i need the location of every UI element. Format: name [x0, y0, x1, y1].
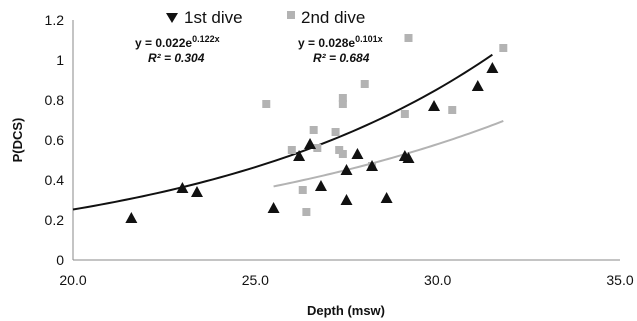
r2-1st-dive: R² = 0.304	[148, 51, 205, 65]
data-point-1st-dive	[471, 80, 484, 91]
data-point-1st-dive	[190, 186, 203, 197]
trendline-1st-dive	[72, 53, 493, 211]
x-tick-label: 20.0	[59, 272, 86, 288]
data-point-2nd-dive	[338, 94, 347, 102]
y-axis-title: P(DCS)	[10, 118, 25, 163]
equation-2nd-dive-exponent: 0.101x	[355, 34, 383, 44]
data-point-1st-dive	[366, 160, 379, 171]
y-tick-label: 1	[56, 52, 64, 68]
y-axis-ticks: 0 0.2 0.4 0.6 0.8 1 1.2	[45, 12, 65, 268]
x-tick-label: 25.0	[242, 272, 269, 288]
data-point-1st-dive	[486, 62, 499, 73]
y-tick-label: 0	[56, 252, 64, 268]
data-point-2nd-dive	[448, 106, 457, 114]
data-point-2nd-dive	[404, 34, 413, 42]
x-axis-ticks: 20.0 25.0 30.0 35.0	[59, 272, 633, 288]
legend-item-2nd-dive: 2nd dive	[287, 8, 365, 27]
y-tick-label: 0.6	[45, 132, 65, 148]
series-2nd-dive-points	[262, 34, 508, 216]
series-1st-dive-points	[125, 62, 499, 223]
data-point-1st-dive	[314, 180, 327, 191]
data-point-1st-dive	[340, 164, 353, 175]
y-tick-label: 1.2	[45, 12, 65, 28]
data-point-2nd-dive	[499, 44, 508, 52]
r2-2nd-dive: R² = 0.684	[313, 51, 370, 65]
data-point-2nd-dive	[400, 110, 409, 118]
x-axis-title: Depth (msw)	[307, 303, 385, 318]
trendline-2nd-dive	[273, 120, 504, 188]
data-point-1st-dive	[428, 100, 441, 111]
y-tick-label: 0.4	[45, 172, 65, 188]
data-point-2nd-dive	[313, 144, 322, 152]
equation-2nd-dive-base: y = 0.028e	[298, 36, 355, 50]
equation-1st-dive-exponent: 0.122x	[192, 34, 220, 44]
equation-1st-dive: y = 0.022e0.122x	[135, 34, 220, 50]
legend-square-marker	[287, 11, 295, 19]
data-point-2nd-dive	[302, 208, 311, 216]
y-tick-label: 0.2	[45, 212, 65, 228]
data-point-2nd-dive	[287, 146, 296, 154]
data-point-2nd-dive	[338, 100, 347, 108]
data-point-1st-dive	[351, 148, 364, 159]
data-point-1st-dive	[304, 138, 317, 149]
equation-2nd-dive: y = 0.028e0.101x	[298, 34, 383, 50]
legend-triangle-marker	[166, 13, 178, 23]
legend-label-1st-dive: 1st dive	[184, 8, 243, 27]
data-point-1st-dive	[293, 150, 306, 161]
data-point-2nd-dive	[331, 128, 340, 136]
data-point-2nd-dive	[309, 126, 318, 134]
x-tick-label: 30.0	[424, 272, 451, 288]
data-point-2nd-dive	[298, 186, 307, 194]
data-point-2nd-dive	[262, 100, 271, 108]
data-point-1st-dive	[402, 152, 415, 163]
data-point-1st-dive	[340, 194, 353, 205]
data-point-1st-dive	[380, 192, 393, 203]
equation-1st-dive-base: y = 0.022e	[135, 36, 192, 50]
legend-item-1st-dive: 1st dive	[166, 8, 243, 27]
legend-label-2nd-dive: 2nd dive	[301, 8, 365, 27]
data-point-2nd-dive	[360, 80, 369, 88]
x-tick-label: 35.0	[606, 272, 633, 288]
data-point-1st-dive	[176, 182, 189, 193]
data-point-1st-dive	[125, 212, 138, 223]
data-point-2nd-dive	[338, 150, 347, 158]
data-point-1st-dive	[267, 202, 280, 213]
y-tick-label: 0.8	[45, 92, 65, 108]
